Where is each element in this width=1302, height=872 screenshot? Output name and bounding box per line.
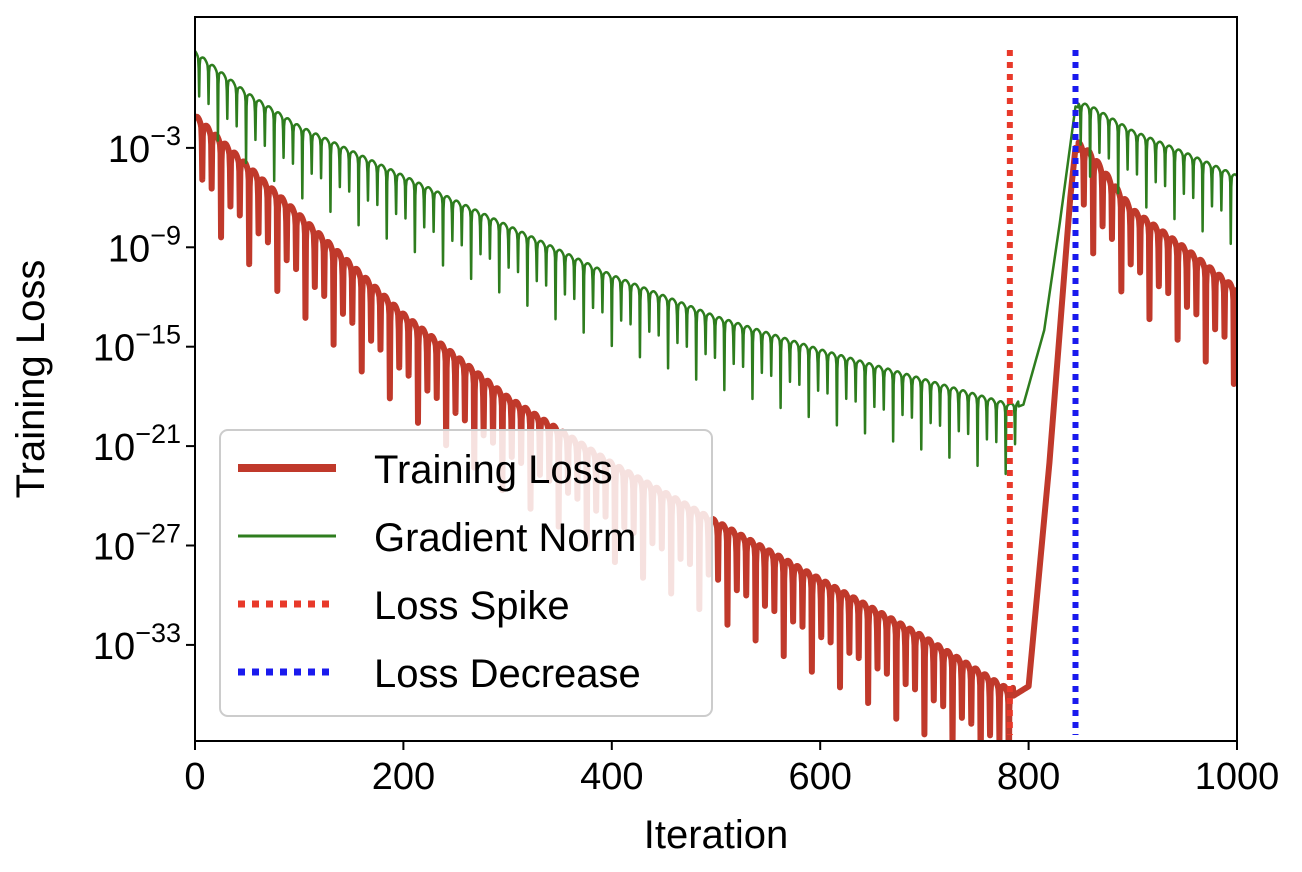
x-tick-label: 200 bbox=[372, 756, 435, 798]
y-tick-label: 10−15 bbox=[93, 320, 181, 370]
x-tick-label: 1000 bbox=[1195, 756, 1280, 798]
x-tick-label: 400 bbox=[580, 756, 643, 798]
plot-area bbox=[195, 50, 1237, 741]
legend-box bbox=[219, 429, 713, 717]
y-axis: 10−3 10−9 10−15 10−21 10−27 10−33 bbox=[93, 121, 195, 668]
plot-frame bbox=[194, 16, 1238, 742]
y-axis-label: Training Loss bbox=[9, 260, 53, 499]
legend-label-gradient-norm: Gradient Norm bbox=[374, 516, 636, 560]
legend-label-loss-decrease: Loss Decrease bbox=[374, 652, 641, 696]
y-tick-label: 10−9 bbox=[108, 220, 181, 270]
y-tick-label: 10−21 bbox=[93, 419, 181, 469]
training-loss-line bbox=[195, 113, 1237, 741]
y-tick-label: 10−3 bbox=[108, 121, 181, 171]
x-axis-label: Iteration bbox=[644, 813, 789, 857]
y-tick-label: 10−33 bbox=[93, 618, 181, 668]
x-axis: 0 200 400 600 800 1000 bbox=[184, 741, 1279, 798]
legend-label-training-loss: Training Loss bbox=[374, 448, 613, 492]
y-tick-label: 10−27 bbox=[93, 519, 181, 569]
x-tick-label: 0 bbox=[184, 756, 205, 798]
x-tick-label: 800 bbox=[997, 756, 1060, 798]
x-tick-label: 600 bbox=[788, 756, 851, 798]
legend-label-loss-spike: Loss Spike bbox=[374, 584, 570, 628]
gradient-norm-line bbox=[195, 50, 1237, 476]
legend: Training Loss Gradient Norm Loss Spike L… bbox=[219, 429, 713, 717]
